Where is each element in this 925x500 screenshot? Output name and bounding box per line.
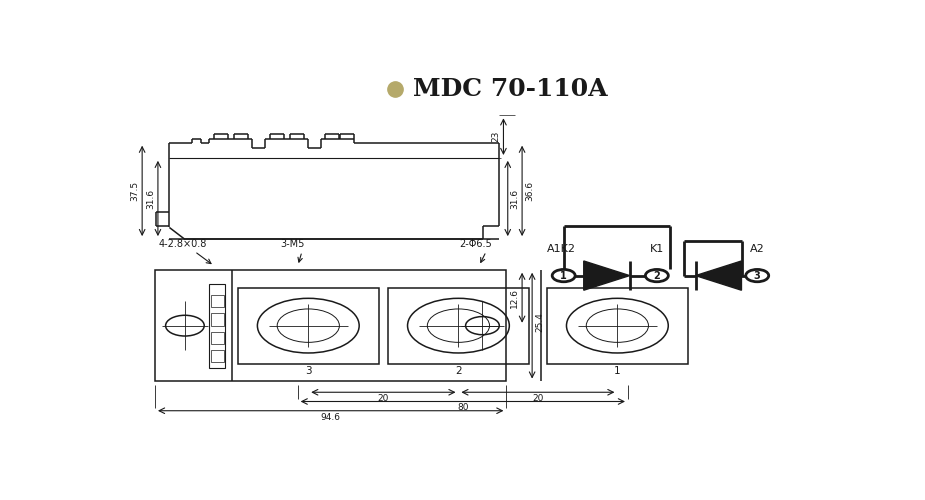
Polygon shape <box>696 261 742 290</box>
Bar <box>211 350 224 362</box>
Bar <box>155 270 506 382</box>
Text: K1: K1 <box>649 244 664 254</box>
Text: 94.6: 94.6 <box>321 412 340 422</box>
Bar <box>211 294 224 307</box>
Bar <box>209 284 226 368</box>
Text: 3: 3 <box>305 366 312 376</box>
Text: 20: 20 <box>532 394 544 403</box>
Text: 1: 1 <box>561 270 567 280</box>
Text: 80: 80 <box>457 404 469 412</box>
Text: 12.6: 12.6 <box>511 288 519 308</box>
Bar <box>238 288 379 364</box>
Text: 23: 23 <box>491 131 500 142</box>
Text: 1: 1 <box>614 366 621 376</box>
Text: 4-2.8×0.8: 4-2.8×0.8 <box>159 238 207 248</box>
Circle shape <box>646 270 669 282</box>
Text: 3: 3 <box>754 270 760 280</box>
Text: A2: A2 <box>750 244 765 254</box>
Text: 2-Φ6.5: 2-Φ6.5 <box>460 238 492 248</box>
Bar <box>211 313 224 326</box>
Text: A1K2: A1K2 <box>547 244 576 254</box>
Text: 25.4: 25.4 <box>536 312 545 332</box>
Text: MDC 70-110A: MDC 70-110A <box>413 77 608 101</box>
Bar <box>547 288 688 364</box>
Text: 2: 2 <box>653 270 660 280</box>
Polygon shape <box>584 261 630 290</box>
Text: 36.6: 36.6 <box>525 181 534 201</box>
Text: 3-M5: 3-M5 <box>280 238 305 248</box>
Bar <box>211 332 224 344</box>
Circle shape <box>746 270 769 282</box>
Text: 37.5: 37.5 <box>130 181 140 201</box>
Text: 20: 20 <box>377 394 389 403</box>
Bar <box>388 288 529 364</box>
Text: 2: 2 <box>455 366 462 376</box>
Circle shape <box>552 270 575 282</box>
Text: 31.6: 31.6 <box>146 188 155 208</box>
Text: 31.6: 31.6 <box>511 188 520 208</box>
